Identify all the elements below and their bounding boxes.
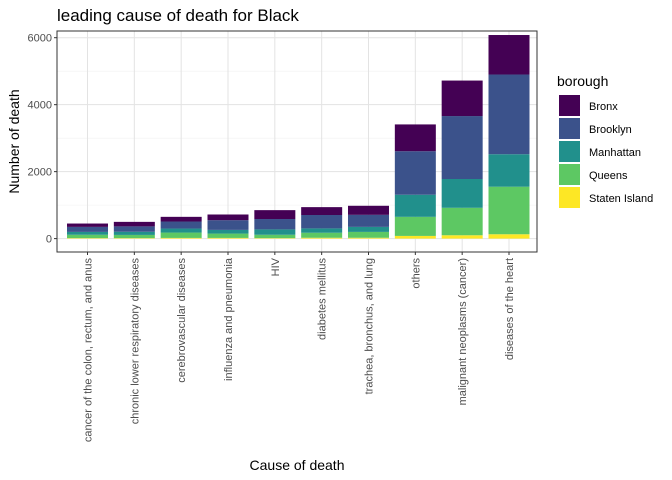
bar-segment [254,219,296,230]
bar-segment [301,232,343,238]
x-tick-label: cerebrovascular diseases [176,258,188,383]
legend-swatch [559,118,580,139]
bar-segment [67,226,108,232]
bar-segment [207,229,249,234]
bar-segment [488,74,530,155]
legend-label: Brooklyn [589,124,632,136]
bar-segment [348,231,389,238]
bar-segment [394,194,436,217]
legend-label: Manhattan [589,147,641,159]
bar-segment [207,233,249,238]
x-axis: cancer of the colon, rectum, and anus chr… [83,252,516,443]
bar-segment [301,228,343,233]
legend-swatch [559,164,580,185]
bar-segment [348,226,389,232]
legend-swatch [559,141,580,162]
legend-label: Staten Island [589,193,653,205]
bar-segment [394,216,436,236]
chart-title: leading cause of death for Black [57,6,299,25]
bar-segment [160,232,202,238]
x-tick-label: trachea, bronchus, and lung [364,258,376,394]
plot-border [56,30,538,253]
legend-swatch [559,95,580,116]
bar-segment [394,235,436,239]
legend-swatch [559,187,580,208]
bar-segment [113,221,155,227]
bar-segment [254,234,296,239]
bar-segment [160,216,202,222]
bar-segment [160,228,202,233]
bar-segment [488,234,530,239]
bar-segment [488,186,530,235]
x-tick-label: others [410,258,422,289]
bar-segment [67,234,108,239]
legend: borough Bronx Brooklyn Manhattan Queens Stat… [557,73,653,208]
bar-segment [441,80,483,117]
bar-segment [254,210,296,220]
bar-segment [254,238,296,239]
bar-segment [348,205,389,215]
y-tick-label: 4000 [28,100,52,112]
bar-segment [113,234,155,239]
bar-segment [394,124,436,152]
x-tick-label: diabetes mellitus [317,258,329,340]
x-tick-label: diseases of the heart [504,258,516,360]
bar-segment [441,207,483,236]
x-tick-label: chronic lower respiratory diseases [129,258,141,425]
legend-label: Queens [589,170,628,182]
x-tick-label: cancer of the colon, rectum, and anus [83,258,95,443]
bar-segment [113,238,155,239]
y-axis-title: Number of death [6,89,22,193]
bar-segment [488,35,530,75]
bar-segment [67,223,108,227]
y-tick-label: 0 [46,234,52,246]
bar-segment [348,237,389,239]
bar-segment [113,226,155,232]
bar-segment [441,235,483,239]
x-axis-title: Cause of death [250,457,345,473]
bars [67,35,530,239]
bar-segment [67,238,108,239]
bar-segment [207,237,249,239]
bar-segment [160,237,202,239]
y-tick-label: 2000 [28,167,52,179]
x-tick-label: malignant neoplasms (cancer) [457,258,469,405]
bar-segment [348,214,389,227]
bar-segment [301,214,343,229]
legend-label: Bronx [589,101,618,113]
bar-segment [394,151,436,195]
bar-segment [254,229,296,235]
x-tick-label: HIV [270,257,282,276]
bar-segment [67,231,108,235]
bar-segment [441,116,483,180]
legend-title: borough [557,73,608,89]
bar-segment [160,221,202,229]
bar-segment [301,207,343,215]
bar-segment [207,214,249,221]
x-tick-label: influenza and pneumonia [223,257,235,381]
bar-segment [301,237,343,239]
bar-segment [207,220,249,230]
bar-segment [488,154,530,187]
bar-segment [113,231,155,235]
bar-segment [441,179,483,208]
y-axis: 0 2000 4000 6000 [28,33,57,246]
y-tick-label: 6000 [28,33,52,45]
